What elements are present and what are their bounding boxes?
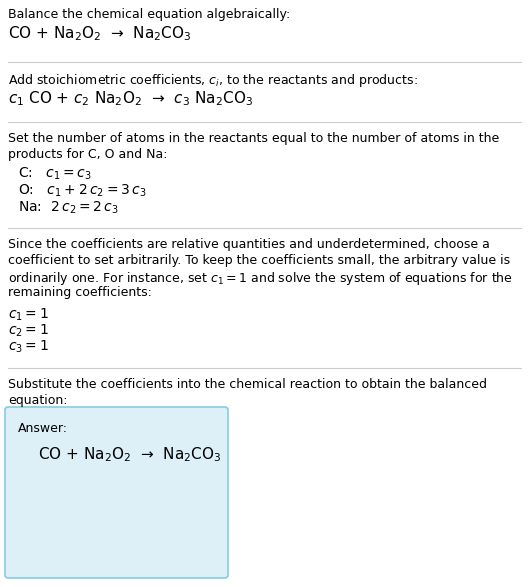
Text: Substitute the coefficients into the chemical reaction to obtain the balanced: Substitute the coefficients into the che… [8, 378, 487, 391]
Text: Since the coefficients are relative quantities and underdetermined, choose a: Since the coefficients are relative quan… [8, 238, 490, 251]
Text: CO + Na$_2$O$_2$  →  Na$_2$CO$_3$: CO + Na$_2$O$_2$ → Na$_2$CO$_3$ [8, 24, 191, 43]
Text: Set the number of atoms in the reactants equal to the number of atoms in the: Set the number of atoms in the reactants… [8, 132, 499, 145]
Text: equation:: equation: [8, 394, 68, 407]
Text: Add stoichiometric coefficients, $c_i$, to the reactants and products:: Add stoichiometric coefficients, $c_i$, … [8, 72, 418, 89]
Text: $c_2 = 1$: $c_2 = 1$ [8, 323, 49, 339]
Text: $c_1 = 1$: $c_1 = 1$ [8, 307, 49, 323]
Text: Answer:: Answer: [18, 422, 68, 435]
Text: Na:  $2\,c_2 = 2\,c_3$: Na: $2\,c_2 = 2\,c_3$ [18, 200, 119, 217]
Text: remaining coefficients:: remaining coefficients: [8, 286, 152, 299]
FancyBboxPatch shape [5, 407, 228, 578]
Text: $c_3 = 1$: $c_3 = 1$ [8, 339, 49, 355]
Text: Balance the chemical equation algebraically:: Balance the chemical equation algebraica… [8, 8, 290, 21]
Text: products for C, O and Na:: products for C, O and Na: [8, 148, 168, 161]
Text: CO + Na$_2$O$_2$  →  Na$_2$CO$_3$: CO + Na$_2$O$_2$ → Na$_2$CO$_3$ [38, 445, 222, 464]
Text: $c_1$ CO + $c_2$ Na$_2$O$_2$  →  $c_3$ Na$_2$CO$_3$: $c_1$ CO + $c_2$ Na$_2$O$_2$ → $c_3$ Na$… [8, 89, 253, 107]
Text: coefficient to set arbitrarily. To keep the coefficients small, the arbitrary va: coefficient to set arbitrarily. To keep … [8, 254, 510, 267]
Text: ordinarily one. For instance, set $c_1 = 1$ and solve the system of equations fo: ordinarily one. For instance, set $c_1 =… [8, 270, 513, 287]
Text: O:   $c_1 + 2\,c_2 = 3\,c_3$: O: $c_1 + 2\,c_2 = 3\,c_3$ [18, 183, 147, 200]
Text: C:   $c_1 = c_3$: C: $c_1 = c_3$ [18, 166, 92, 183]
